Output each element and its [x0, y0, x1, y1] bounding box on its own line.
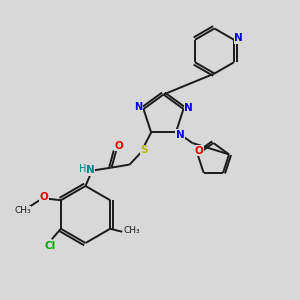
Text: O: O [39, 192, 48, 202]
Text: CH₃: CH₃ [14, 206, 31, 215]
Text: O: O [114, 141, 123, 151]
Text: H: H [79, 164, 86, 174]
Text: N: N [234, 33, 243, 43]
Text: N: N [184, 103, 193, 112]
Text: N: N [86, 165, 95, 175]
Text: O: O [195, 146, 203, 156]
Text: N: N [134, 102, 142, 112]
Text: CH₃: CH₃ [124, 226, 140, 235]
Text: N: N [176, 130, 185, 140]
Text: S: S [140, 146, 148, 155]
Text: Cl: Cl [45, 241, 56, 251]
